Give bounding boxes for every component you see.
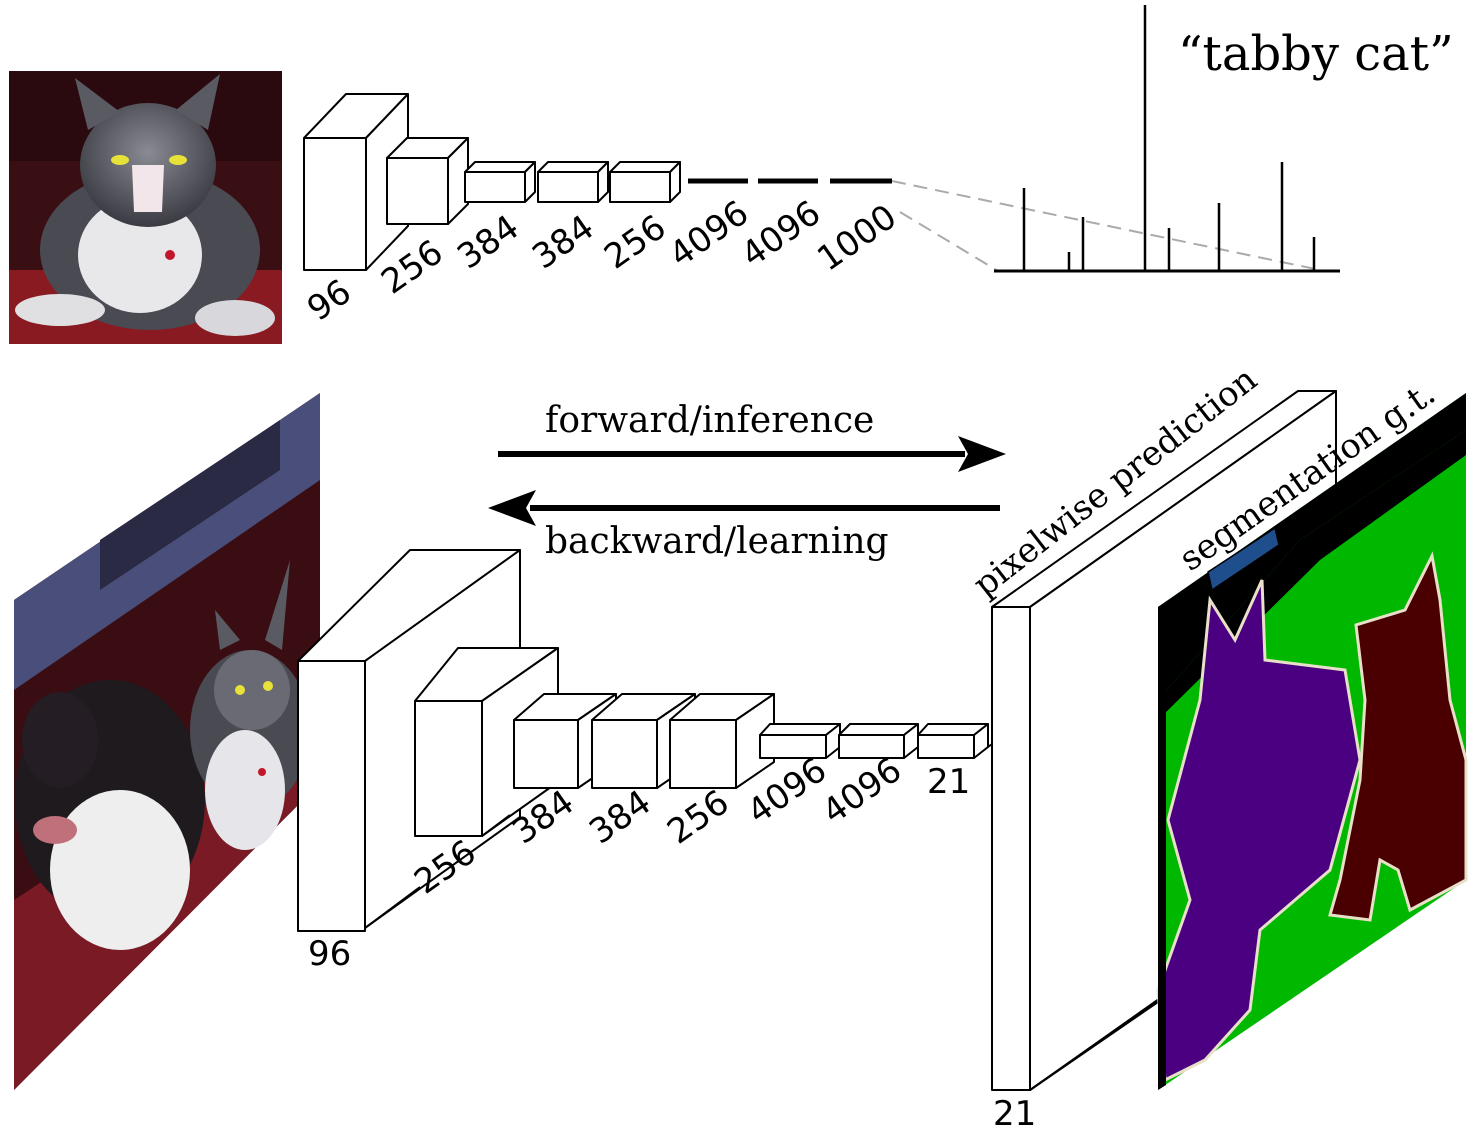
slab-to-gt-connector [1029, 1001, 1159, 1091]
bottom-label-21: 21 [927, 762, 970, 802]
top-label-4096b: 4096 [734, 193, 828, 275]
bottom-label-96: 96 [308, 934, 351, 974]
backward-arrow [488, 490, 1000, 526]
bottom-layer-256b [669, 693, 775, 789]
bottom-label-256b: 256 [660, 782, 736, 852]
top-layer-384b [537, 161, 609, 203]
class-score-histogram [994, 5, 1340, 273]
bottom-layer-21 [917, 723, 989, 759]
cat-dog-photo [14, 393, 320, 1090]
top-label-384b: 384 [525, 207, 601, 277]
forward-label: forward/inference [545, 400, 874, 441]
top-layer-256 [386, 137, 469, 225]
output-class-label: “tabby cat” [1178, 26, 1454, 82]
top-label-96: 96 [300, 272, 358, 330]
bottom-layer-384a [513, 693, 617, 789]
projection-lines [891, 180, 1326, 272]
bottom-label-384b: 384 [582, 782, 658, 852]
forward-arrow [498, 436, 1006, 472]
bottom-layer-4096b [838, 723, 919, 759]
bottom-output-depth-label: 21 [993, 1094, 1036, 1130]
top-label-384a: 384 [450, 207, 526, 277]
bottom-label-4096b: 4096 [815, 750, 909, 832]
segmentation-map [1156, 393, 1468, 1090]
backward-label: backward/learning [545, 521, 889, 562]
top-label-1000: 1000 [810, 197, 904, 279]
top-label-4096a: 4096 [662, 193, 756, 275]
gt-label-tab [1207, 526, 1280, 592]
top-layer-256b [609, 161, 681, 203]
bottom-layer-4096a [759, 723, 841, 759]
top-layer-384a [464, 161, 536, 203]
cat-photo [9, 71, 282, 344]
